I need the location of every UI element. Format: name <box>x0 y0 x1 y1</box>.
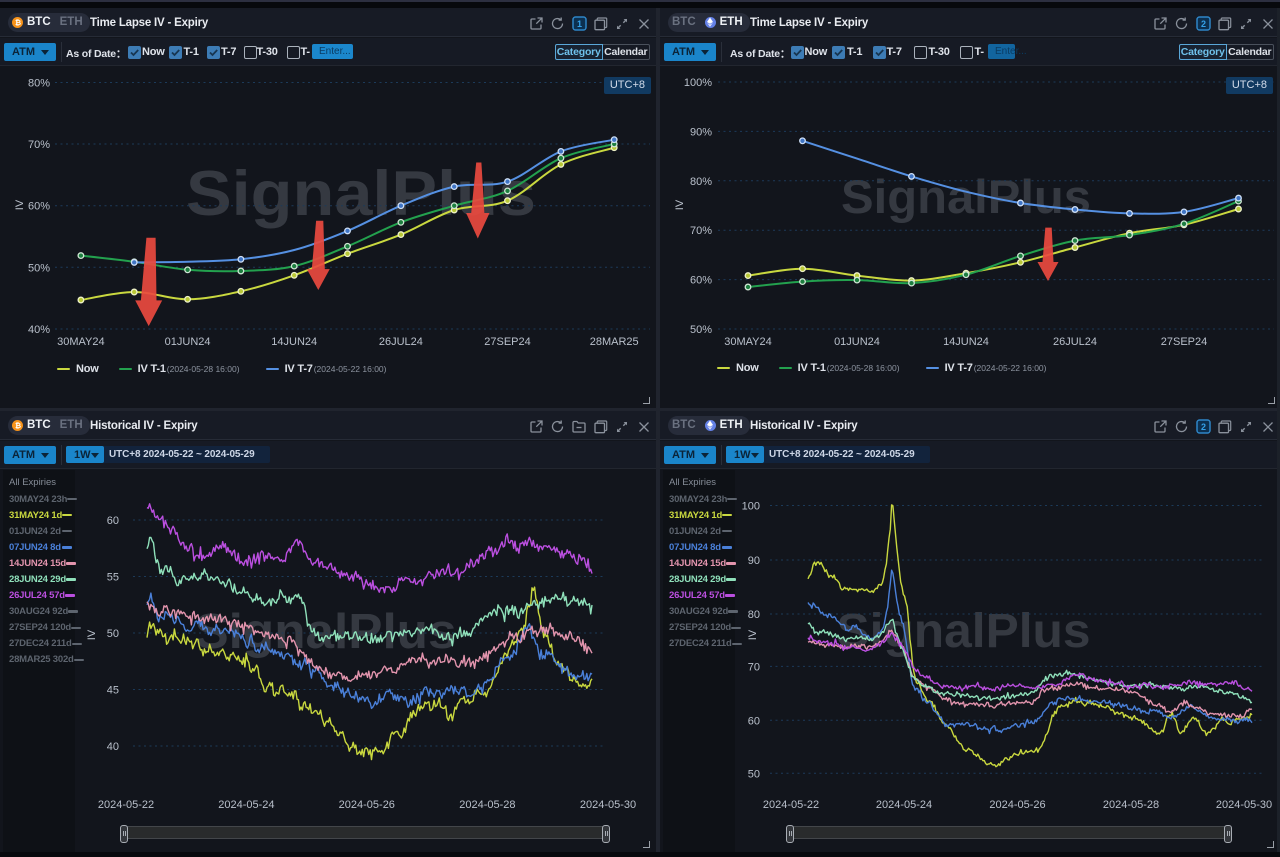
svg-text:01JUN24: 01JUN24 <box>834 336 880 348</box>
svg-text:45: 45 <box>107 685 119 697</box>
svg-text:2024-05-30: 2024-05-30 <box>1216 799 1272 811</box>
svg-text:55: 55 <box>107 572 119 584</box>
svg-text:SignalPlus: SignalPlus <box>841 170 1091 223</box>
svg-text:01JUN24: 01JUN24 <box>165 336 211 348</box>
svg-text:40%: 40% <box>28 324 50 336</box>
svg-text:90%: 90% <box>690 126 712 138</box>
svg-text:70: 70 <box>748 661 760 673</box>
svg-text:26JUL24: 26JUL24 <box>379 336 423 348</box>
svg-text:2024-05-28: 2024-05-28 <box>459 799 515 811</box>
svg-text:60%: 60% <box>690 275 712 287</box>
svg-text:60: 60 <box>107 515 119 527</box>
svg-text:IV: IV <box>674 199 686 210</box>
svg-text:2: 2 <box>1200 19 1205 29</box>
svg-text:₿: ₿ <box>14 421 20 430</box>
svg-text:2024-05-26: 2024-05-26 <box>339 799 395 811</box>
svg-text:1: 1 <box>576 19 581 29</box>
svg-text:50%: 50% <box>28 262 50 274</box>
svg-text:2024-05-26: 2024-05-26 <box>989 799 1045 811</box>
svg-text:50: 50 <box>107 628 119 640</box>
svg-text:₿: ₿ <box>14 18 20 27</box>
svg-text:2: 2 <box>1200 422 1205 432</box>
svg-text:60: 60 <box>748 715 760 727</box>
svg-text:2024-05-28: 2024-05-28 <box>1103 799 1159 811</box>
svg-text:50: 50 <box>748 768 760 780</box>
svg-text:28MAR25: 28MAR25 <box>590 336 639 348</box>
svg-text:IV: IV <box>14 199 26 210</box>
svg-text:26JUL24: 26JUL24 <box>1053 336 1097 348</box>
svg-text:30MAY24: 30MAY24 <box>57 336 105 348</box>
svg-text:100: 100 <box>742 501 760 513</box>
svg-text:14JUN24: 14JUN24 <box>271 336 317 348</box>
svg-text:80%: 80% <box>690 176 712 188</box>
svg-text:IV: IV <box>86 629 98 640</box>
svg-text:60%: 60% <box>28 201 50 213</box>
svg-text:27SEP24: 27SEP24 <box>484 336 530 348</box>
svg-text:80: 80 <box>748 609 760 621</box>
svg-text:2024-05-24: 2024-05-24 <box>218 799 274 811</box>
svg-text:40: 40 <box>107 741 119 753</box>
svg-text:SignalPlus: SignalPlus <box>195 605 457 659</box>
svg-text:2024-05-22: 2024-05-22 <box>98 799 154 811</box>
svg-text:70%: 70% <box>690 225 712 237</box>
svg-text:27SEP24: 27SEP24 <box>1161 336 1207 348</box>
svg-text:30MAY24: 30MAY24 <box>724 336 772 348</box>
svg-text:2024-05-22: 2024-05-22 <box>763 799 819 811</box>
svg-text:14JUN24: 14JUN24 <box>943 336 989 348</box>
svg-text:50%: 50% <box>690 324 712 336</box>
svg-text:90: 90 <box>748 555 760 567</box>
svg-text:SignalPlus: SignalPlus <box>837 605 1091 658</box>
svg-text:2024-05-30: 2024-05-30 <box>580 799 636 811</box>
svg-text:IV: IV <box>747 629 759 640</box>
svg-text:2024-05-24: 2024-05-24 <box>876 799 932 811</box>
svg-text:100%: 100% <box>684 77 712 89</box>
svg-text:70%: 70% <box>28 139 50 151</box>
svg-text:80%: 80% <box>28 78 50 90</box>
